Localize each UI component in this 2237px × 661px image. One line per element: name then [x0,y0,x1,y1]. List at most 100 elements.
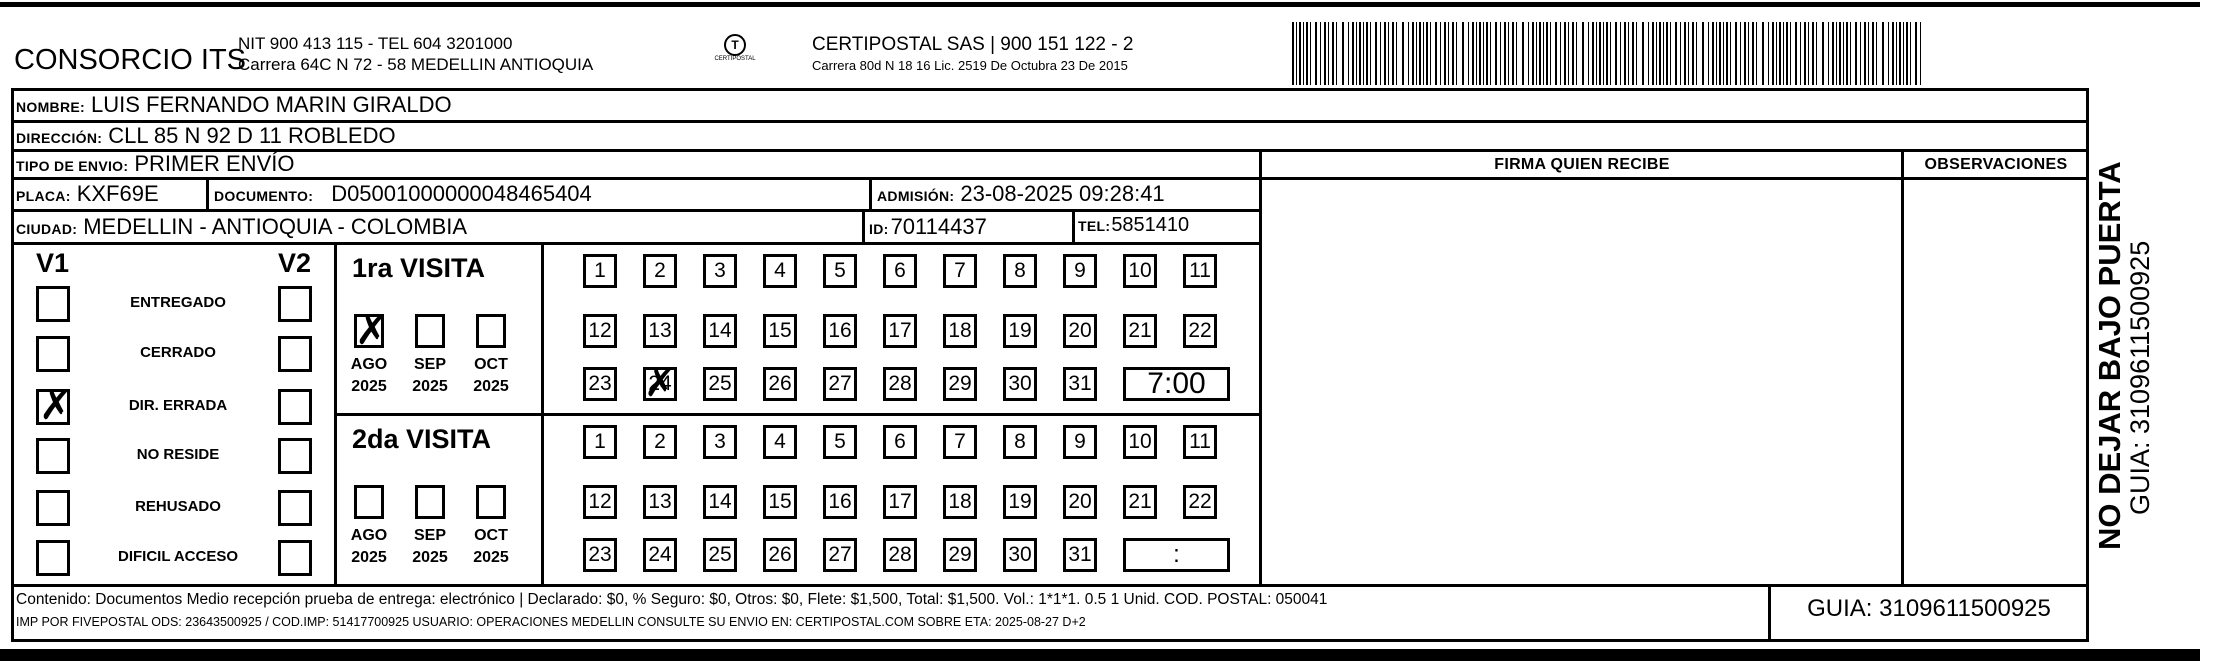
v2-checkbox[interactable] [278,438,312,474]
day-box[interactable]: 1 [583,425,617,459]
day-box[interactable]: 7 [943,254,977,288]
day-box[interactable]: 12 [583,314,617,348]
barcode-bar [1663,22,1664,85]
day-box[interactable]: 13 [643,485,677,519]
day-box[interactable]: 6 [883,254,917,288]
v1-checkbox[interactable] [36,438,70,474]
barcode-bar [1892,22,1894,85]
v2-checkbox[interactable] [278,490,312,526]
day-box[interactable]: 10 [1123,254,1157,288]
day-box[interactable]: 31 [1063,367,1097,401]
barcode-bar [1762,22,1764,85]
barcode-bar [1632,22,1634,85]
day-box[interactable]: 14 [703,314,737,348]
barcode-bar [1716,22,1717,85]
day-box[interactable]: 15 [763,314,797,348]
v1-checkbox[interactable] [36,490,70,526]
month-checkbox[interactable] [354,485,384,519]
day-box[interactable]: 6 [883,425,917,459]
barcode-bar [1702,22,1704,85]
day-box[interactable]: 23 [583,367,617,401]
month-checkbox[interactable] [415,314,445,348]
day-box[interactable]: 31 [1063,538,1097,572]
barcode-bar [1786,22,1788,85]
barcode-bar [1468,22,1469,85]
v1-checkbox[interactable] [36,336,70,372]
day-box[interactable]: 16 [823,485,857,519]
v2-checkbox[interactable] [278,540,312,576]
barcode-bar [1303,22,1304,85]
day-box[interactable]: 30 [1003,538,1037,572]
day-box[interactable]: 12 [583,485,617,519]
day-box[interactable]: 20 [1063,314,1097,348]
day-box[interactable]: 18 [943,314,977,348]
day-box[interactable]: 19 [1003,485,1037,519]
day-box[interactable]: 14 [703,485,737,519]
day-box[interactable]: 19 [1003,314,1037,348]
day-box[interactable]: 27 [823,367,857,401]
day-box[interactable]: 8 [1003,254,1037,288]
day-box[interactable]: 28 [883,367,917,401]
day-box[interactable]: 2 [643,254,677,288]
month-checkbox[interactable] [476,485,506,519]
v1-checkbox[interactable] [36,540,70,576]
v2-checkbox[interactable] [278,389,312,425]
day-box[interactable]: 21 [1123,485,1157,519]
v2-checkbox[interactable] [278,286,312,322]
day-box[interactable]: 1 [583,254,617,288]
day-box[interactable]: 10 [1123,425,1157,459]
day-box[interactable]: 25 [703,538,737,572]
day-box[interactable]: 11 [1183,254,1217,288]
day-box[interactable]: 25 [703,367,737,401]
month-label: AGO [350,356,388,373]
day-box[interactable]: 3 [703,425,737,459]
v1-checkbox[interactable] [36,286,70,322]
day-box[interactable]: 27 [823,538,857,572]
observaciones-area[interactable] [1904,180,2086,584]
day-box[interactable]: 22 [1183,485,1217,519]
v2-checkbox[interactable] [278,336,312,372]
barcode-bar [1642,22,1644,85]
signature-area[interactable] [1262,180,1901,584]
day-box[interactable]: 23 [583,538,617,572]
day-box[interactable]: 29 [943,538,977,572]
day-box[interactable]: 20 [1063,485,1097,519]
day-box[interactable]: 4 [763,254,797,288]
day-box[interactable]: 26 [763,367,797,401]
day-box[interactable]: 21 [1123,314,1157,348]
time-box[interactable]: 7:00 [1123,367,1230,401]
day-box[interactable]: 9 [1063,425,1097,459]
month-checkbox[interactable] [476,314,506,348]
day-box[interactable]: 9 [1063,254,1097,288]
day-box[interactable]: 16 [823,314,857,348]
day-box[interactable]: 17 [883,485,917,519]
time-box[interactable]: : [1123,538,1230,572]
day-box[interactable]: 18 [943,485,977,519]
day-box[interactable]: 17 [883,314,917,348]
month-checkbox[interactable]: ✗ [354,311,389,351]
barcode-bar [1448,22,1449,85]
barcode-bar [1648,22,1649,85]
day-box[interactable]: 8 [1003,425,1037,459]
day-box[interactable]: 26 [763,538,797,572]
month-checkbox[interactable] [415,485,445,519]
day-box[interactable]: 24 [643,538,677,572]
day-box[interactable]: 5 [823,254,857,288]
day-box[interactable]: 30 [1003,367,1037,401]
day-box[interactable]: 28 [883,538,917,572]
day-box[interactable]: 3 [703,254,737,288]
day-box[interactable]: 7 [943,425,977,459]
v1-checkbox[interactable]: ✗ [36,386,73,426]
barcode-bar [1416,22,1417,85]
day-box[interactable]: 2 [643,425,677,459]
day-box[interactable]: 24 ✗ [643,361,677,405]
barcode-bar [1486,22,1488,85]
day-box[interactable]: 4 [763,425,797,459]
day-box[interactable]: 11 [1183,425,1217,459]
barcode-bar [1730,22,1731,85]
day-box[interactable]: 22 [1183,314,1217,348]
day-box[interactable]: 13 [643,314,677,348]
day-box[interactable]: 15 [763,485,797,519]
day-box[interactable]: 29 [943,367,977,401]
day-box[interactable]: 5 [823,425,857,459]
